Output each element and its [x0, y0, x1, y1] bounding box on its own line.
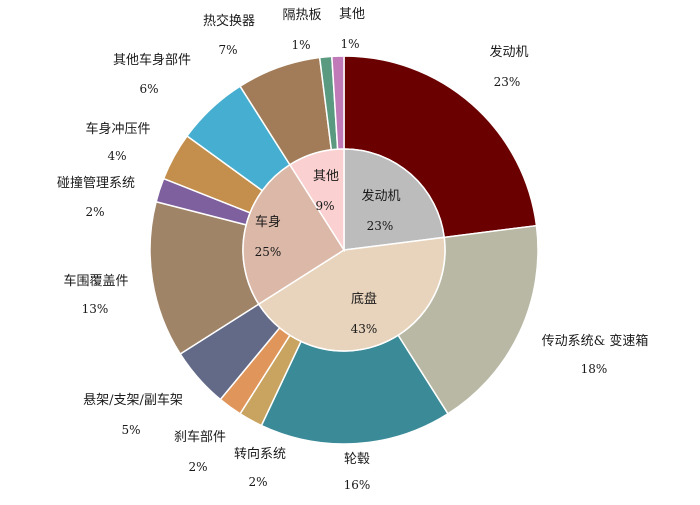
inner-label-1: 底盘 — [351, 291, 377, 307]
inner-pct-3: 9% — [315, 199, 334, 213]
outer-label-12: 其他 — [339, 7, 365, 22]
inner-pct-2: 25% — [255, 245, 282, 259]
inner-slice-1 — [257, 236, 446, 352]
outer-label-1: 传动系统& 变速箱 — [542, 333, 649, 349]
outer-label-9: 其他车身部件 — [113, 52, 191, 68]
outer-pct-8: 4% — [107, 149, 126, 163]
outer-pct-6: 13% — [82, 302, 109, 316]
outer-pct-3: 2% — [248, 475, 267, 489]
outer-pct-5: 5% — [121, 423, 140, 437]
outer-pct-11: 1% — [291, 38, 310, 52]
outer-label-11: 隔热板 — [282, 8, 321, 23]
outer-pct-1: 18% — [581, 362, 608, 376]
outer-pct-10: 7% — [218, 43, 237, 57]
inner-labels: 发动机 23% 底盘 43% 车身 25% 其他 9% — [255, 169, 401, 336]
inner-slice-0 — [343, 148, 446, 251]
outer-ring — [149, 55, 539, 445]
outer-pct-4: 2% — [188, 460, 207, 474]
outer-label-10: 热交换器 — [203, 13, 255, 29]
outer-label-3: 转向系统 — [234, 446, 286, 462]
outer-label-0: 发动机 — [489, 44, 528, 60]
inner-label-0: 发动机 — [361, 188, 400, 204]
inner-label-2: 车身 — [255, 214, 281, 230]
outer-pct-12: 1% — [340, 37, 359, 51]
outer-pct-0: 23% — [494, 75, 521, 89]
outer-labels: 发动机 23% 传动系统& 变速箱 18% 轮毂 16% 转向系统 2% 刹车部件 2% 悬架/支架… — [57, 7, 648, 492]
outer-pct-9: 6% — [139, 82, 158, 96]
inner-ring — [242, 148, 446, 352]
inner-label-3: 其他 — [313, 169, 339, 184]
outer-label-4: 刹车部件 — [174, 429, 226, 445]
inner-slice-2 — [242, 163, 346, 306]
inner-slice-3 — [288, 148, 345, 253]
outer-label-2: 轮毂 — [344, 452, 370, 467]
inner-pct-1: 43% — [351, 322, 378, 336]
outer-pct-2: 16% — [344, 478, 371, 492]
inner-pct-0: 23% — [367, 219, 394, 233]
outer-label-6: 车围覆盖件 — [63, 273, 128, 289]
outer-pct-7: 2% — [85, 205, 104, 219]
outer-label-7: 碰撞管理系统 — [57, 176, 135, 191]
outer-label-8: 车身冲压件 — [85, 121, 150, 137]
outer-label-5: 悬架/支架/副车架 — [83, 392, 183, 408]
